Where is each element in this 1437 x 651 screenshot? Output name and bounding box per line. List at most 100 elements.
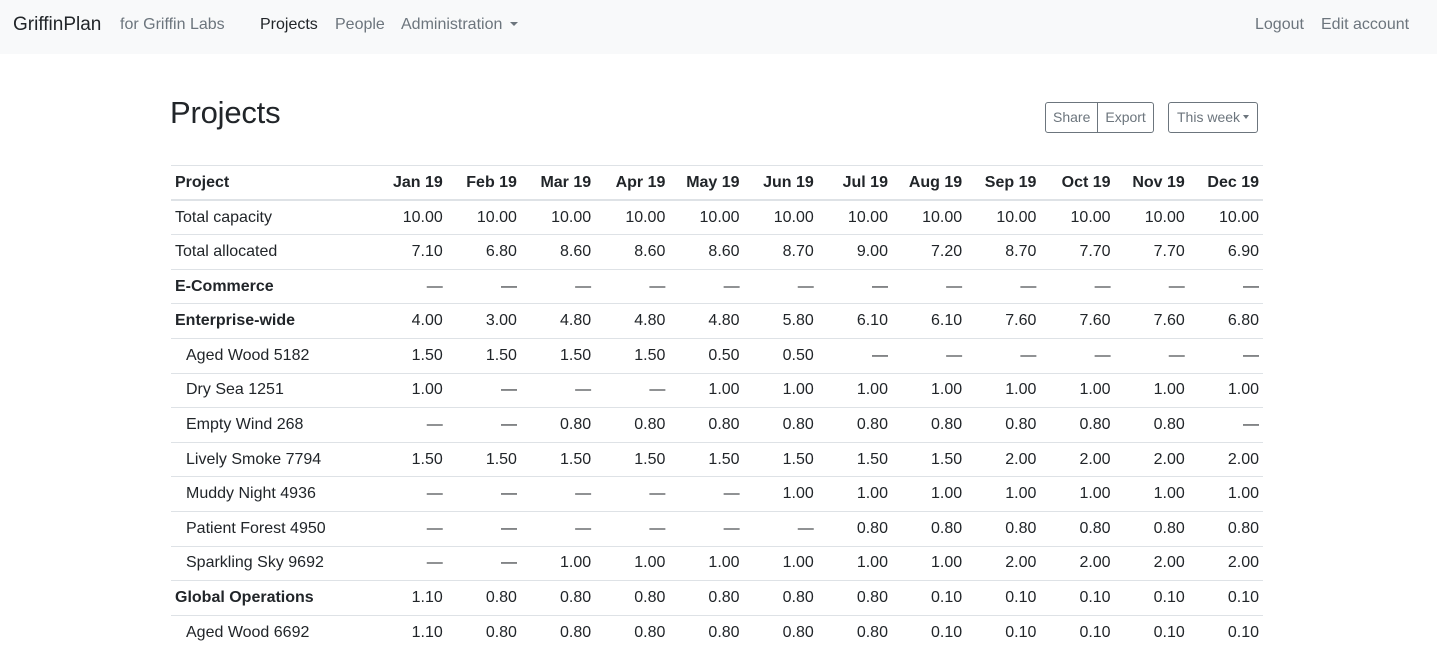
allocation-cell: 1.00	[817, 545, 892, 581]
allocation-cell: 0.80	[743, 580, 818, 616]
column-header-month: Oct 19	[1040, 165, 1115, 202]
allocation-cell: 1.50	[520, 337, 596, 374]
allocation-cell: 0.10	[1040, 614, 1115, 650]
allocation-cell: 0.80	[669, 614, 744, 650]
allocation-cell: —	[669, 510, 744, 547]
allocation-cell: —	[743, 268, 818, 304]
column-header-month: Aug 19	[891, 165, 967, 202]
allocation-cell: 4.80	[669, 303, 744, 339]
allocation-cell: 10.00	[1040, 199, 1115, 235]
export-button[interactable]: Export	[1098, 102, 1154, 133]
projects-table: Project Jan 19 Feb 19 Mar 19 Apr 19 May 19 Ju…	[171, 165, 1263, 650]
project-name-cell[interactable]: Sparkling Sky 9692	[171, 545, 373, 581]
project-name-cell[interactable]: Patient Forest 4950	[171, 510, 373, 547]
project-name-cell[interactable]: Global Operations	[171, 580, 373, 616]
edit-account-link[interactable]: Edit account	[1321, 16, 1410, 33]
project-name-cell[interactable]: Muddy Night 4936	[171, 476, 373, 512]
project-name-cell[interactable]: Aged Wood 6692	[171, 614, 373, 650]
allocation-cell: 2.00	[966, 545, 1041, 581]
nav-administration-label: Administration	[401, 16, 503, 33]
allocation-cell: 0.10	[891, 614, 967, 650]
allocation-cell: —	[446, 510, 521, 547]
allocation-cell: 2.00	[1040, 545, 1115, 581]
allocation-cell: —	[669, 268, 744, 304]
allocation-cell: 3.00	[446, 303, 521, 339]
brand-link[interactable]: GriffinPlan	[13, 14, 102, 35]
nav-projects[interactable]: Projects	[260, 16, 318, 33]
allocation-cell: 0.80	[446, 614, 521, 650]
project-name-cell[interactable]: E-Commerce	[171, 268, 373, 304]
allocation-cell: 4.00	[372, 303, 447, 339]
allocation-cell: 1.00	[817, 476, 892, 512]
allocation-cell: 1.50	[520, 441, 596, 477]
allocation-cell: —	[595, 510, 670, 547]
allocation-cell: —	[372, 545, 447, 581]
allocation-cell: 1.00	[743, 372, 818, 408]
allocation-cell: 1.10	[372, 580, 447, 616]
project-name-cell: Total allocated	[171, 234, 373, 270]
allocation-cell: 0.80	[817, 407, 892, 443]
project-name-cell: Total capacity	[171, 199, 373, 235]
table-row: Enterprise-wide 4.00 3.00 4.80 4.80 4.80 5.80 6…	[171, 303, 1263, 339]
share-button[interactable]: Share	[1045, 102, 1099, 133]
allocation-cell: 0.80	[669, 407, 744, 443]
table-row: Total allocated 7.10 6.80 8.60 8.60 8.60 8.70 9…	[171, 234, 1263, 270]
project-name-cell[interactable]: Enterprise-wide	[171, 303, 373, 339]
allocation-cell: 2.00	[1114, 441, 1189, 477]
period-dropdown-label: This week	[1177, 109, 1241, 125]
project-name-cell[interactable]: Aged Wood 5182	[171, 337, 373, 374]
allocation-cell: —	[372, 476, 447, 512]
allocation-cell: 0.50	[669, 337, 744, 374]
allocation-cell: 1.00	[1114, 372, 1189, 408]
allocation-cell: 1.50	[595, 337, 670, 374]
allocation-cell: 1.00	[966, 476, 1041, 512]
allocation-cell: —	[446, 268, 521, 304]
caret-down-icon	[1243, 115, 1250, 119]
column-header-month: Apr 19	[595, 165, 670, 202]
allocation-cell: 1.00	[372, 372, 447, 408]
period-dropdown[interactable]: This week	[1168, 102, 1259, 133]
allocation-cell: 6.80	[446, 234, 521, 270]
allocation-cell: 1.00	[1040, 476, 1115, 512]
project-name-cell[interactable]: Dry Sea 1251	[171, 372, 373, 408]
table-row: Total capacity 10.00 10.00 10.00 10.00 10.00 1…	[171, 199, 1263, 235]
allocation-cell: 5.80	[743, 303, 818, 339]
column-header-month: Jan 19	[372, 165, 447, 202]
allocation-cell: 0.10	[1114, 580, 1189, 616]
column-header-project: Project	[171, 165, 373, 202]
project-name-cell[interactable]: Empty Wind 268	[171, 407, 373, 443]
allocation-cell: 2.00	[966, 441, 1041, 477]
column-header-month: Dec 19	[1188, 165, 1263, 202]
allocation-cell: 1.00	[669, 545, 744, 581]
allocation-cell: —	[1188, 268, 1263, 304]
nav-administration-dropdown[interactable]: Administration	[401, 16, 519, 34]
allocation-cell: —	[1040, 337, 1115, 374]
allocation-cell: 2.00	[1040, 441, 1115, 477]
allocation-cell: —	[669, 476, 744, 512]
allocation-cell: 0.80	[520, 614, 596, 650]
allocation-cell: 0.10	[966, 614, 1041, 650]
allocation-cell: 10.00	[595, 199, 670, 235]
allocation-cell: 1.50	[743, 441, 818, 477]
allocation-cell: 7.70	[1114, 234, 1189, 270]
allocation-cell: 0.80	[743, 614, 818, 650]
allocation-cell: —	[891, 268, 967, 304]
allocation-cell: 1.00	[743, 545, 818, 581]
allocation-cell: —	[520, 372, 596, 408]
logout-link[interactable]: Logout	[1255, 16, 1304, 33]
allocation-cell: 0.80	[1114, 407, 1189, 443]
nav-people[interactable]: People	[335, 16, 385, 33]
allocation-cell: 0.80	[446, 580, 521, 616]
table-row: Patient Forest 4950— — — — — —0.80 0.80 0.80 0.8…	[171, 510, 1263, 547]
project-name-cell[interactable]: Lively Smoke 7794	[171, 441, 373, 477]
allocation-cell: 0.80	[817, 580, 892, 616]
page-title: Projects	[170, 95, 281, 130]
table-row: Global Operations 1.10 0.80 0.80 0.80 0.80 0.8…	[171, 580, 1263, 616]
allocation-cell: —	[372, 510, 447, 547]
allocation-cell: 0.80	[1114, 510, 1189, 547]
allocation-cell: —	[446, 545, 521, 581]
column-header-month: Mar 19	[520, 165, 596, 202]
allocation-cell: 1.50	[595, 441, 670, 477]
allocation-cell: 10.00	[817, 199, 892, 235]
share-export-group: Share Export	[1045, 102, 1154, 133]
